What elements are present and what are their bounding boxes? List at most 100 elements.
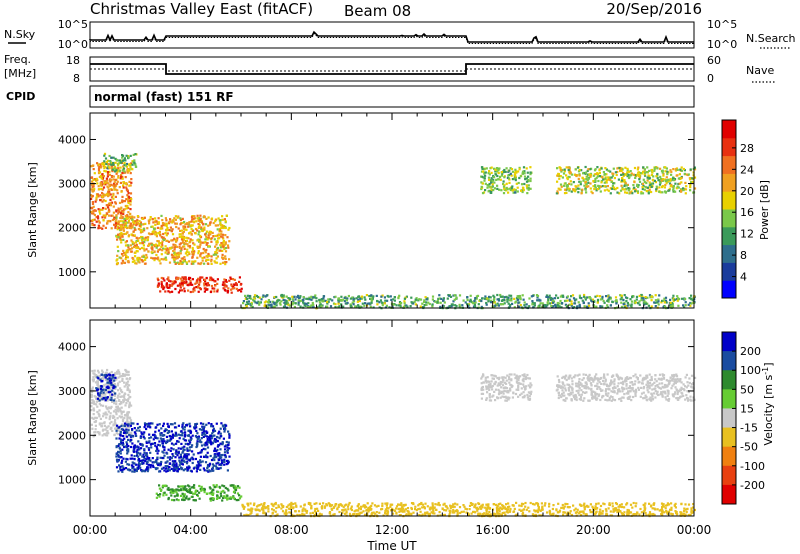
data-cell [90, 188, 93, 191]
data-cell [453, 298, 456, 301]
data-cell [101, 195, 104, 198]
data-cell [174, 460, 177, 463]
data-cell [109, 398, 112, 401]
data-cell [224, 255, 227, 258]
data-cell [160, 253, 163, 256]
data-cell [360, 295, 364, 298]
data-cell [513, 306, 516, 309]
data-cell [651, 507, 654, 510]
data-cell [204, 434, 207, 437]
data-cell [206, 443, 209, 446]
data-cell [151, 248, 154, 251]
data-cell [183, 245, 186, 248]
data-cell [124, 258, 127, 261]
data-cell [97, 384, 100, 387]
data-cell [161, 438, 164, 441]
data-cell [138, 237, 141, 240]
data-cell [683, 306, 686, 309]
data-cell [477, 303, 480, 306]
data-cell [99, 378, 102, 381]
data-cell [196, 217, 199, 220]
data-cell [109, 393, 112, 397]
data-cell [602, 178, 605, 181]
data-cell [198, 224, 201, 227]
data-cell [549, 512, 552, 515]
data-cell [622, 173, 625, 176]
data-cell [639, 172, 642, 175]
data-cell [376, 303, 379, 306]
data-cell [98, 210, 101, 213]
data-cell [250, 297, 253, 300]
data-cell [321, 300, 324, 303]
data-cell [205, 248, 208, 252]
data-cell [176, 284, 179, 287]
data-cell [591, 298, 594, 301]
data-cell [90, 194, 93, 197]
data-cell [240, 495, 243, 498]
data-cell [165, 283, 168, 286]
data-cell [496, 167, 499, 170]
data-cell [481, 182, 484, 185]
data-cell [181, 467, 184, 470]
data-cell [489, 179, 492, 182]
data-cell [224, 250, 228, 253]
data-cell [131, 467, 134, 470]
data-cell [488, 182, 491, 186]
data-cell [497, 171, 500, 175]
data-cell [118, 256, 121, 259]
data-cell [292, 301, 295, 304]
data-cell [207, 422, 210, 425]
data-cell [513, 297, 516, 300]
data-cell [224, 448, 227, 451]
data-cell [644, 185, 647, 189]
data-cell [598, 171, 601, 175]
data-cell [566, 176, 569, 180]
data-cell [174, 489, 177, 492]
data-cell [231, 278, 235, 281]
data-cell [555, 192, 558, 195]
data-cell [117, 389, 120, 392]
data-cell [205, 284, 209, 287]
data-cell [626, 167, 629, 170]
data-cell [514, 179, 517, 182]
data-cell [128, 406, 131, 409]
data-cell [175, 491, 178, 494]
data-cell [217, 458, 220, 462]
data-cell [157, 221, 160, 224]
data-cell [112, 156, 115, 159]
data-cell [160, 245, 163, 248]
data-cell [340, 303, 343, 306]
data-cell [139, 442, 142, 446]
data-cell [134, 432, 137, 435]
data-cell [178, 437, 181, 440]
data-cell [490, 190, 493, 193]
data-cell [163, 491, 166, 494]
data-cell [215, 224, 218, 227]
data-cell [206, 288, 209, 291]
data-cell [624, 173, 627, 176]
noise-tick-left-top: 10^5 [58, 18, 88, 31]
data-cell [199, 422, 203, 425]
data-cell [180, 489, 183, 492]
data-cell [156, 284, 160, 287]
data-cell [184, 252, 187, 255]
data-cell [596, 166, 599, 169]
data-cell [139, 435, 143, 438]
data-cell [255, 294, 258, 298]
data-cell [126, 463, 129, 466]
data-cell [403, 510, 406, 513]
data-cell [201, 229, 204, 232]
data-cell [160, 276, 163, 280]
data-cell [189, 438, 192, 441]
data-cell [106, 182, 109, 185]
data-cell [102, 182, 106, 185]
data-cell [96, 193, 99, 196]
data-cell [106, 159, 110, 162]
data-cell [102, 393, 105, 396]
data-cell [676, 295, 679, 298]
data-cell [561, 294, 565, 297]
data-cell [284, 299, 287, 302]
data-cell [528, 297, 531, 300]
data-cell [167, 468, 170, 471]
data-cell [464, 301, 467, 304]
